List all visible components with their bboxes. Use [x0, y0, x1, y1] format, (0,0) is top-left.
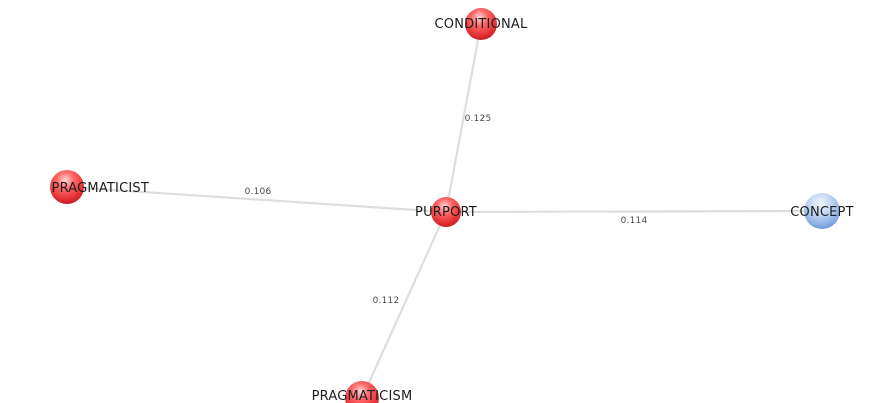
edge-purport-pragmaticist [65, 185, 448, 214]
edge-weight-label: 0.125 [465, 114, 492, 124]
nodes-layer: PURPORT CONDITIONAL PRAGMATICIST CONCEPT PRA… [50, 8, 854, 403]
node-conditional-circle[interactable] [465, 8, 497, 40]
node-conditional-label: CONDITIONAL [435, 17, 529, 32]
edge-weight-label: 0.112 [373, 296, 400, 306]
edge-weight-label: 0.114 [621, 216, 648, 226]
edge-purport-pragmaticism [360, 210, 448, 400]
node-concept-label: CONCEPT [790, 205, 854, 220]
node-pragmaticist-circle[interactable] [50, 170, 84, 204]
edge-purport-conditional [444, 22, 483, 214]
node-pragmaticist-label: PRAGMATICIST [52, 181, 149, 196]
node-pragmaticist[interactable]: PRAGMATICIST [50, 170, 149, 204]
node-conditional[interactable]: CONDITIONAL [435, 8, 529, 40]
node-pragmaticism[interactable]: PRAGMATICISM [312, 381, 413, 403]
edge-purport-concept [444, 209, 824, 214]
node-pragmaticism-circle[interactable] [345, 381, 379, 403]
node-concept[interactable]: CONCEPT [790, 193, 854, 229]
edges-layer: 0.125 0.106 0.114 0.112 [65, 22, 824, 400]
node-pragmaticism-label: PRAGMATICISM [312, 389, 413, 403]
node-purport[interactable]: PURPORT [415, 197, 477, 227]
edge-weight-label: 0.106 [245, 187, 272, 197]
node-purport-circle[interactable] [431, 197, 461, 227]
node-purport-label: PURPORT [415, 205, 477, 220]
node-concept-circle[interactable] [804, 193, 840, 229]
